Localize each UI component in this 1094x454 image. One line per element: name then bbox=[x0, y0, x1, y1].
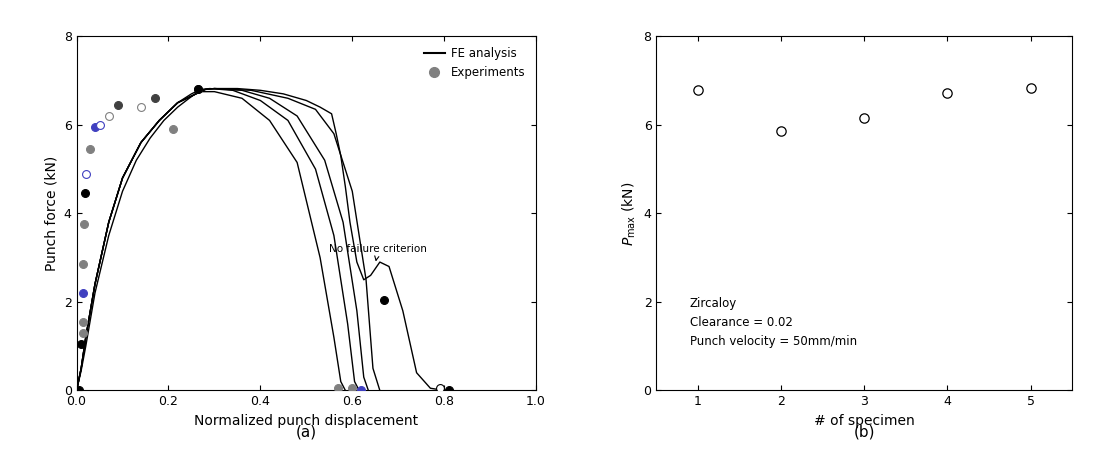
Point bbox=[856, 114, 873, 122]
Text: (a): (a) bbox=[295, 424, 317, 439]
Point bbox=[77, 170, 94, 177]
Point bbox=[86, 123, 104, 131]
Point bbox=[75, 221, 93, 228]
Point bbox=[164, 126, 182, 133]
Point bbox=[74, 261, 92, 268]
Point bbox=[73, 318, 91, 326]
Point bbox=[109, 101, 127, 109]
Y-axis label: Punch force (kN): Punch force (kN) bbox=[44, 156, 58, 271]
Point bbox=[74, 290, 92, 297]
Point bbox=[72, 340, 90, 348]
X-axis label: # of specimen: # of specimen bbox=[814, 414, 915, 428]
Point bbox=[329, 385, 347, 392]
Point bbox=[344, 385, 361, 392]
Point bbox=[100, 112, 117, 119]
Text: Zircaloy
Clearance = 0.02
Punch velocity = 50mm/min: Zircaloy Clearance = 0.02 Punch velocity… bbox=[689, 297, 857, 348]
Text: (b): (b) bbox=[853, 424, 875, 439]
Point bbox=[352, 387, 370, 394]
Point bbox=[132, 104, 150, 111]
Legend: FE analysis, Experiments: FE analysis, Experiments bbox=[419, 42, 531, 84]
Y-axis label: $P_\mathrm{max}$ (kN): $P_\mathrm{max}$ (kN) bbox=[620, 181, 638, 246]
Point bbox=[73, 329, 91, 336]
Point bbox=[189, 85, 207, 92]
Point bbox=[189, 85, 207, 92]
Point bbox=[1022, 84, 1039, 91]
Point bbox=[939, 89, 956, 96]
Point bbox=[440, 387, 457, 394]
Point bbox=[70, 387, 88, 394]
Point bbox=[91, 121, 108, 128]
Point bbox=[431, 385, 449, 392]
Point bbox=[77, 190, 94, 197]
Point bbox=[689, 87, 707, 94]
Point bbox=[146, 94, 163, 102]
Point bbox=[772, 128, 790, 135]
Point bbox=[82, 146, 100, 153]
X-axis label: Normalized punch displacement: Normalized punch displacement bbox=[195, 414, 418, 428]
Point bbox=[375, 296, 393, 303]
Text: No failure criterion: No failure criterion bbox=[329, 244, 427, 260]
